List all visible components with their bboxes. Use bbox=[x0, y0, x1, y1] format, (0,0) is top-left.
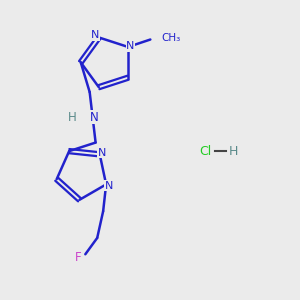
Text: H: H bbox=[68, 111, 76, 124]
Text: N: N bbox=[126, 41, 135, 51]
Text: N: N bbox=[105, 181, 113, 191]
Text: H: H bbox=[229, 145, 238, 158]
Text: N: N bbox=[98, 148, 106, 158]
Text: Cl: Cl bbox=[199, 145, 211, 158]
Text: N: N bbox=[90, 111, 98, 124]
Text: F: F bbox=[75, 251, 81, 264]
Text: N: N bbox=[91, 30, 99, 40]
Text: CH₃: CH₃ bbox=[162, 33, 181, 43]
